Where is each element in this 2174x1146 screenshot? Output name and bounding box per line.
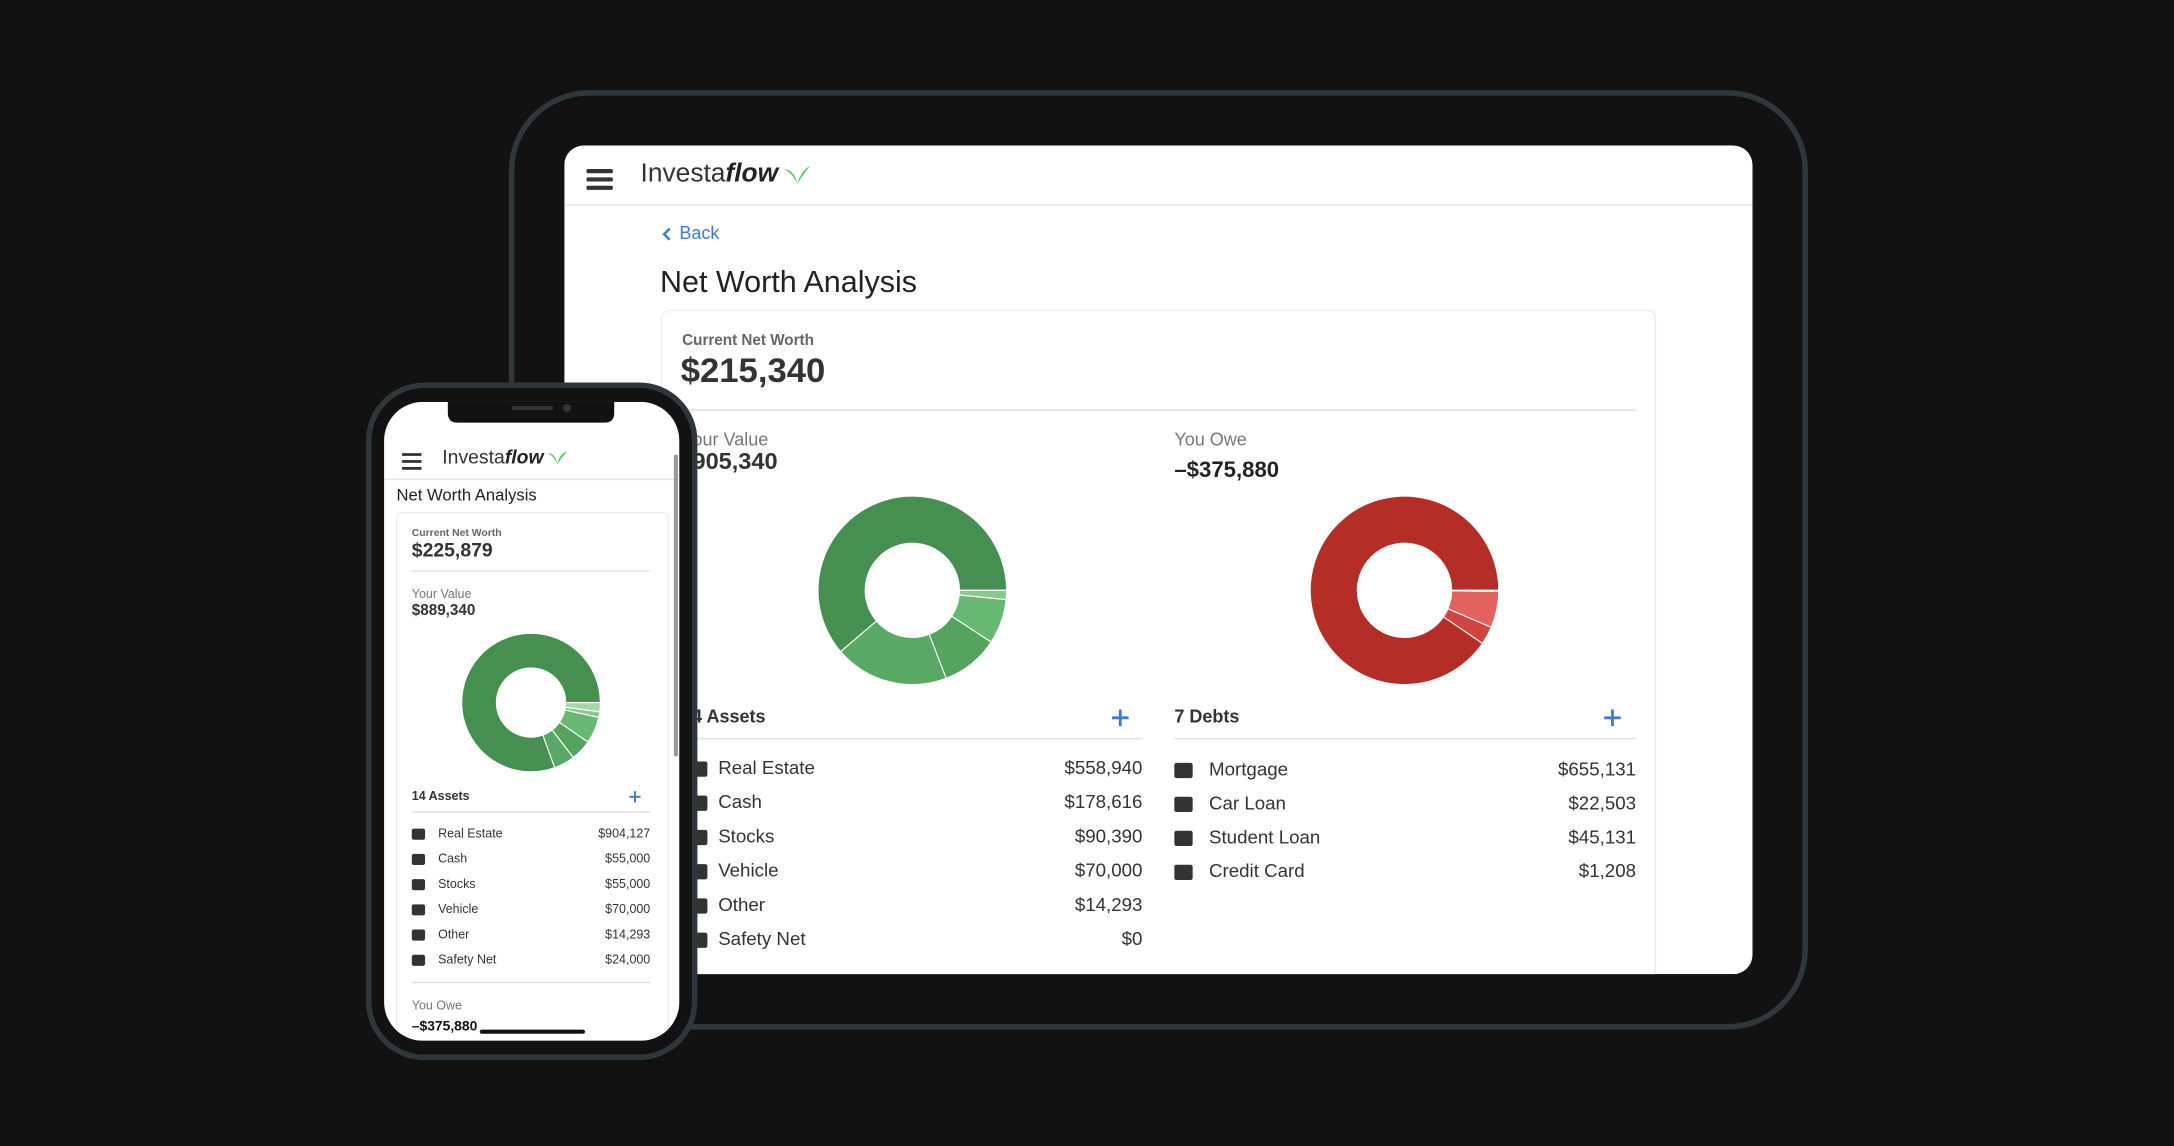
row-icon	[411, 828, 426, 840]
home-indicator	[479, 1029, 586, 1034]
menu-button[interactable]	[402, 453, 422, 470]
item-amount: $55,000	[605, 852, 650, 866]
row-icon	[1174, 796, 1193, 813]
speaker	[511, 406, 554, 411]
net-worth-value: $225,879	[412, 540, 493, 562]
item-amount: $178,616	[1064, 791, 1142, 812]
item-name: Vehicle	[718, 860, 778, 881]
assets-label: Your Value	[412, 587, 472, 601]
item-name: Mortgage	[1209, 758, 1288, 779]
debts-label: You Owe	[1174, 429, 1246, 449]
back-text[interactable]: Back	[679, 223, 720, 243]
item-name: Student Loan	[1209, 826, 1320, 847]
item-amount: $558,940	[1064, 757, 1142, 778]
item-name: Real Estate	[718, 757, 815, 778]
logo: Investaflow	[641, 158, 780, 188]
item-amount: $22,503	[1568, 792, 1636, 813]
debts-total: –$375,880	[412, 1017, 478, 1033]
row-icon	[411, 929, 426, 941]
net-worth-value: $215,340	[681, 352, 826, 390]
item-amount: $70,000	[1075, 860, 1143, 881]
donut-slice	[1309, 495, 1500, 686]
item-name: Other	[438, 927, 469, 941]
assets-label: Your Value	[682, 429, 768, 449]
menu-button[interactable]	[586, 169, 613, 190]
item-name: Car Loan	[1209, 792, 1286, 813]
phone-screen: Investaflow Net Worth Analysis Current N…	[384, 401, 680, 1041]
logo-text: Investa	[641, 158, 726, 188]
item-name: Cash	[718, 791, 762, 812]
back-link[interactable]: Back	[662, 223, 720, 243]
logo-accent: flow	[505, 447, 546, 469]
page-title: Net Worth Analysis	[397, 485, 537, 504]
tablet-screen: Investaflow Back Net Worth Analysis Curr…	[564, 145, 1753, 975]
item-name: Stocks	[718, 825, 774, 846]
item-name: Real Estate	[438, 827, 503, 841]
logo-leaf	[783, 166, 810, 185]
item-amount: $45,131	[1568, 826, 1636, 847]
logo-leaf	[547, 451, 568, 465]
item-amount: $70,000	[605, 902, 650, 916]
add-asset[interactable]	[629, 791, 641, 803]
row-icon	[411, 879, 426, 891]
scrollbar	[673, 454, 678, 757]
logo-text: Investa	[442, 447, 505, 469]
logo-accent: flow	[725, 158, 779, 188]
row-icon	[411, 904, 426, 916]
item-amount: $655,131	[1558, 758, 1636, 779]
item-amount: $1,208	[1579, 860, 1636, 881]
net-worth-label: Current Net Worth	[682, 332, 814, 349]
debts-label: You Owe	[412, 998, 462, 1012]
net-worth-label: Current Net Worth	[412, 528, 502, 539]
donut-slice	[1451, 589, 1500, 592]
item-name: Cash	[438, 852, 467, 866]
notch	[447, 401, 615, 423]
row-icon	[1174, 864, 1193, 880]
row-icon	[411, 954, 426, 966]
item-name: Credit Card	[1209, 860, 1305, 881]
row-icon	[411, 853, 426, 865]
item-name: Other	[718, 894, 765, 915]
card	[660, 309, 1657, 975]
item-amount: $14,293	[1075, 894, 1143, 915]
add-asset[interactable]	[1111, 709, 1129, 727]
item-amount: $904,127	[598, 827, 650, 841]
item-amount: $24,000	[605, 953, 650, 967]
item-name: Safety Net	[718, 928, 806, 949]
donut-slice	[817, 495, 1008, 653]
page-title: Net Worth Analysis	[660, 265, 917, 299]
card	[395, 512, 669, 1041]
camera	[562, 403, 572, 413]
item-name: Stocks	[438, 877, 475, 891]
row-icon	[1174, 762, 1193, 779]
item-amount: $90,390	[1075, 825, 1143, 846]
logo: Investaflow	[442, 447, 545, 469]
donut-slice	[461, 632, 601, 773]
item-amount: $55,000	[605, 877, 650, 891]
assets-heading: 14 Assets	[682, 707, 765, 727]
item-amount: $14,293	[605, 927, 650, 941]
assets-heading: 14 Assets	[412, 789, 470, 803]
item-name: Vehicle	[438, 902, 478, 916]
row-icon	[1174, 830, 1193, 846]
donut-slice	[564, 702, 601, 713]
assets-total: $889,340	[412, 602, 476, 619]
item-amount: $0	[1122, 928, 1143, 949]
debts-heading: 7 Debts	[1174, 707, 1239, 727]
item-name: Safety Net	[438, 953, 497, 967]
debts-total: –$375,880	[1174, 457, 1279, 482]
add-debt[interactable]	[1604, 709, 1621, 727]
